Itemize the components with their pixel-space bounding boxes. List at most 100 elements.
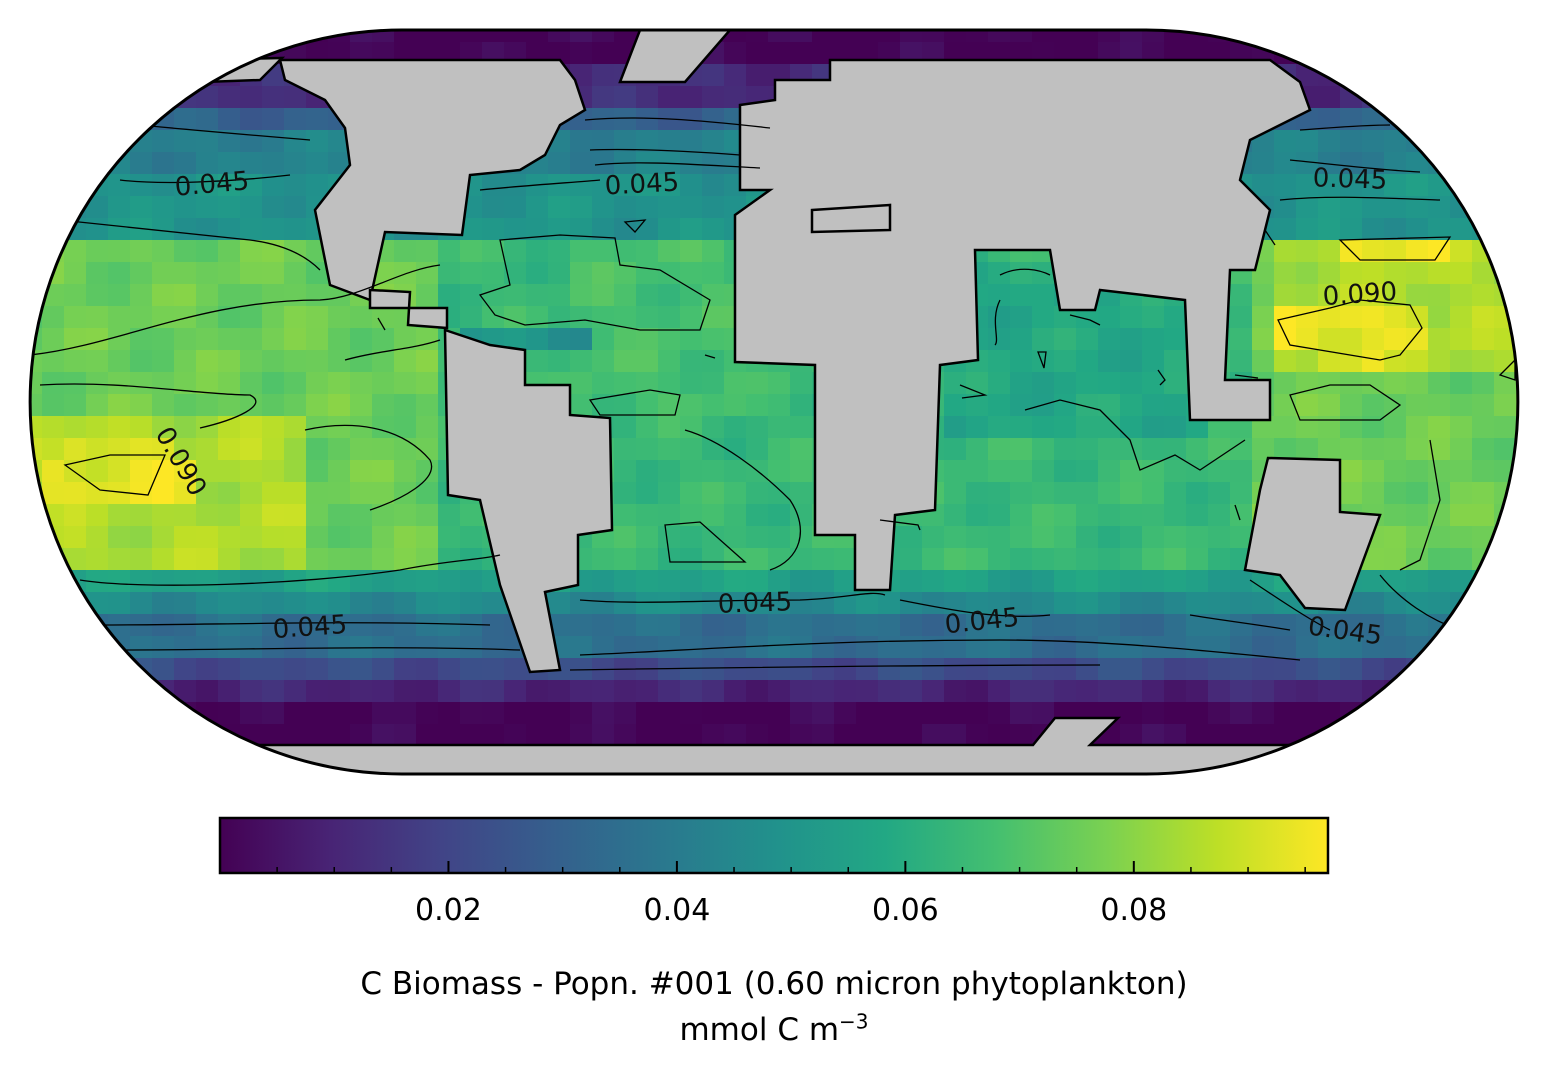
- field-cell: [1186, 614, 1209, 637]
- field-cell: [306, 394, 329, 417]
- field-cell: [526, 350, 549, 373]
- field-cell: [966, 614, 989, 637]
- field-cell: [1032, 570, 1055, 593]
- field-cell: [1142, 526, 1165, 549]
- field-cell: [1406, 438, 1429, 461]
- field-cell: [1032, 460, 1055, 483]
- field-cell: [218, 372, 241, 395]
- field-cell: [526, 724, 549, 747]
- field-cell: [372, 548, 395, 571]
- field-cell: [218, 306, 241, 329]
- field-cell: [130, 526, 153, 549]
- field-cell: [768, 592, 791, 615]
- field-cell: [1098, 614, 1121, 637]
- field-cell: [1098, 394, 1121, 417]
- field-cell: [614, 328, 637, 351]
- field-cell: [306, 152, 329, 175]
- field-cell: [570, 174, 593, 197]
- field-cell: [768, 504, 791, 527]
- field-cell: [570, 196, 593, 219]
- field-cell: [1076, 438, 1099, 461]
- field-cell: [262, 482, 285, 505]
- field-cell: [108, 372, 131, 395]
- field-cell: [548, 240, 571, 263]
- field-cell: [1010, 614, 1033, 637]
- field-cell: [1406, 504, 1429, 527]
- field-cell: [86, 350, 109, 373]
- field-cell: [988, 504, 1011, 527]
- field-cell: [790, 30, 813, 43]
- field-cell: [658, 526, 681, 549]
- field-cell: [262, 262, 285, 285]
- field-cell: [1296, 174, 1319, 197]
- field-cell: [724, 548, 747, 571]
- field-cell: [658, 416, 681, 439]
- field-cell: [944, 372, 967, 395]
- field-cell: [1032, 482, 1055, 505]
- field-cell: [174, 592, 197, 615]
- field-cell: [724, 438, 747, 461]
- field-cell: [1274, 174, 1297, 197]
- field-cell: [350, 482, 373, 505]
- field-cell: [1318, 372, 1341, 395]
- field-cell: [1384, 482, 1407, 505]
- field-cell: [790, 548, 813, 571]
- field-cell: [240, 350, 263, 373]
- field-cell: [1428, 592, 1451, 615]
- field-cell: [1384, 174, 1407, 197]
- field-cell: [680, 482, 703, 505]
- field-cell: [174, 284, 197, 307]
- field-cell: [86, 306, 109, 329]
- field-cell: [658, 372, 681, 395]
- field-cell: [306, 482, 329, 505]
- field-cell: [636, 394, 659, 417]
- field-cell: [108, 240, 131, 263]
- field-cell: [790, 636, 813, 659]
- field-cell: [64, 504, 87, 527]
- field-cell: [42, 372, 65, 395]
- field-cell: [966, 680, 989, 703]
- field-cell: [812, 724, 835, 747]
- field-cell: [614, 614, 637, 637]
- field-cell: [944, 724, 967, 747]
- field-cell: [1406, 592, 1429, 615]
- field-cell: [724, 680, 747, 703]
- field-cell: [636, 86, 659, 109]
- field-cell: [900, 680, 923, 703]
- field-cell: [284, 152, 307, 175]
- field-cell: [966, 482, 989, 505]
- field-cell: [746, 592, 769, 615]
- field-cell: [988, 658, 1011, 681]
- field-cell: [328, 702, 351, 725]
- field-cell: [570, 262, 593, 285]
- field-cell: [680, 240, 703, 263]
- field-cell: [570, 724, 593, 747]
- field-cell: [1340, 218, 1363, 241]
- field-cell: [724, 614, 747, 637]
- field-cell: [658, 614, 681, 637]
- field-cell: [1362, 130, 1385, 153]
- field-cell: [284, 438, 307, 461]
- field-cell: [174, 526, 197, 549]
- field-cell: [944, 394, 967, 417]
- field-cell: [1142, 548, 1165, 571]
- field-cell: [42, 460, 65, 483]
- field-cell: [636, 724, 659, 747]
- field-cell: [416, 262, 439, 285]
- field-cell: [592, 636, 615, 659]
- field-cell: [1164, 394, 1187, 417]
- field-cell: [482, 724, 505, 747]
- field-cell: [988, 350, 1011, 373]
- field-cell: [482, 240, 505, 263]
- field-cell: [218, 262, 241, 285]
- field-cell: [1164, 460, 1187, 483]
- field-cell: [1076, 350, 1099, 373]
- field-cell: [328, 328, 351, 351]
- field-cell: [460, 284, 483, 307]
- field-cell: [1340, 438, 1363, 461]
- field-cell: [328, 438, 351, 461]
- field-cell: [812, 680, 835, 703]
- field-cell: [130, 284, 153, 307]
- field-cell: [1120, 328, 1143, 351]
- field-cell: [152, 394, 175, 417]
